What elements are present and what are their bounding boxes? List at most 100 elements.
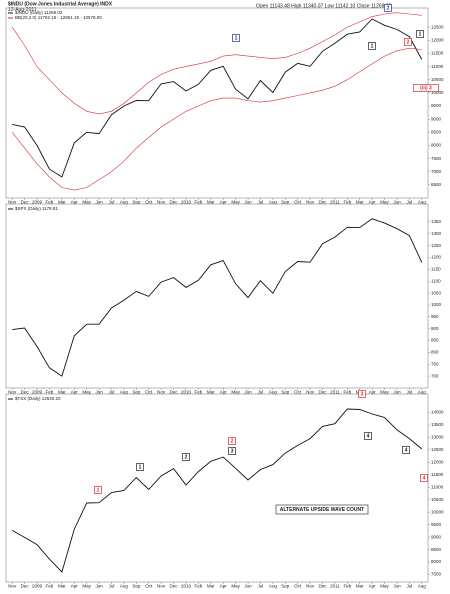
x-tick-label: Jul [406,390,412,395]
x-tick-label: May [380,390,389,395]
x-tick-label: 2011 [330,390,340,395]
x-tick-label: Aug [418,390,427,395]
y-tick-label: 13500 [431,422,444,427]
x-tick-label: May [380,584,389,589]
y-tick-label: 9500 [431,522,442,527]
wave-label: 1 [371,44,374,50]
x-tick-label: Sep [132,584,141,589]
legend-label: $INDU (Daily) 11269.02 [15,10,63,15]
wave-label: 1 [419,32,422,38]
band-line [11,12,422,115]
wave-label: 3 [361,392,364,398]
chart-subtitle: 12-Aug-2011 [8,7,37,13]
x-tick-label: Feb [343,584,351,589]
x-tick-label: Nov [157,584,166,589]
note-box [275,504,369,515]
x-tick-label: Nov [306,584,315,589]
legend-label: $SPX (Daily) 1178.81 [15,206,58,211]
x-tick-label: Nov [8,200,17,205]
y-tick-label: 1300 [431,231,442,236]
y-tick-label: 1350 [431,219,442,224]
x-tick-label: Jun [95,390,103,395]
x-tick-label: 2010 [181,200,192,205]
x-tick-label: Feb [46,200,54,205]
x-tick-label: 2011 [330,584,340,589]
x-tick-label: Nov [8,584,17,589]
y-tick-label: 9000 [431,534,442,539]
panel-frame [5,203,429,389]
x-tick-label: Jul [258,200,264,205]
x-tick-label: Jun [393,584,401,589]
y-tick-label: 750 [431,361,439,366]
wave-label-box [358,390,366,398]
x-tick-label: Feb [46,390,54,395]
x-tick-label: Apr [71,390,79,395]
x-tick-label: 2009 [32,200,43,205]
x-tick-label: Jun [244,390,252,395]
x-tick-label: Nov [157,390,166,395]
x-tick-label: Dec [21,584,30,589]
y-tick-label: 1250 [431,243,442,248]
x-tick-label: Nov [157,200,166,205]
x-tick-label: Oct [294,584,302,589]
wave-label: 2 [387,6,390,12]
x-tick-label: Mar [207,584,215,589]
panel-frame [5,7,429,199]
y-tick-label: 12500 [431,24,444,29]
x-tick-label: Jul [406,584,412,589]
x-tick-label: Apr [369,200,377,205]
x-tick-label: Nov [306,200,315,205]
y-tick-label: 800 [431,350,439,355]
y-tick-label: 700 [431,373,439,378]
x-tick-label: Jul [109,390,115,395]
x-tick-label: Jun [95,584,103,589]
x-tick-label: Jun [393,200,401,205]
y-tick-label: 12000 [431,37,444,42]
wave-label-box [228,437,236,445]
x-tick-label: Mar [207,200,215,205]
x-tick-label: Aug [418,200,427,205]
y-tick-label: 1050 [431,290,442,295]
y-tick-label: 11500 [431,472,444,477]
x-tick-label: Jul [109,584,115,589]
wave-label: 2 [185,455,188,461]
x-tick-label: Nov [306,390,315,395]
y-tick-label: 10500 [431,77,444,82]
x-tick-label: Apr [220,390,228,395]
x-tick-label: 2010 [181,584,192,589]
y-tick-label: 8000 [431,143,442,148]
x-tick-label: Oct [294,390,302,395]
x-tick-label: 2009 [32,390,43,395]
x-tick-label: Mar [207,390,215,395]
wave-label-box [384,4,392,12]
x-tick-label: May [231,200,240,205]
x-tick-label: Sep [281,584,290,589]
x-tick-label: Apr [220,200,228,205]
y-tick-label: 10500 [431,497,444,502]
x-tick-label: Dec [318,390,327,395]
x-tick-label: Aug [418,584,427,589]
x-tick-label: Mar [58,584,66,589]
chart-title: $INDU (Dow Jones Industrial Average) IND… [8,1,113,7]
y-tick-label: 8500 [431,547,442,552]
y-tick-label: 9000 [431,116,442,121]
price-line [11,408,423,573]
x-tick-label: Aug [269,584,278,589]
quote: Open 11143.48 High 11340.07 Low 11142.10… [256,3,392,9]
x-tick-label: Aug [269,390,278,395]
x-tick-label: May [380,200,389,205]
x-tick-label: Dec [21,200,30,205]
wave-label: 4 [367,434,370,440]
price-line [12,218,423,377]
x-tick-label: Aug [269,200,278,205]
wave-label-box [182,453,190,461]
note: ALTERNATE UPSIDE WAVE COUNT [280,507,364,513]
x-tick-label: Jul [258,390,264,395]
x-tick-label: Feb [343,200,351,205]
x-tick-label: Feb [194,200,202,205]
x-tick-label: Apr [369,390,377,395]
y-tick-label: 11000 [431,484,444,489]
x-tick-label: Aug [120,200,129,205]
x-tick-label: Mar [356,200,364,205]
